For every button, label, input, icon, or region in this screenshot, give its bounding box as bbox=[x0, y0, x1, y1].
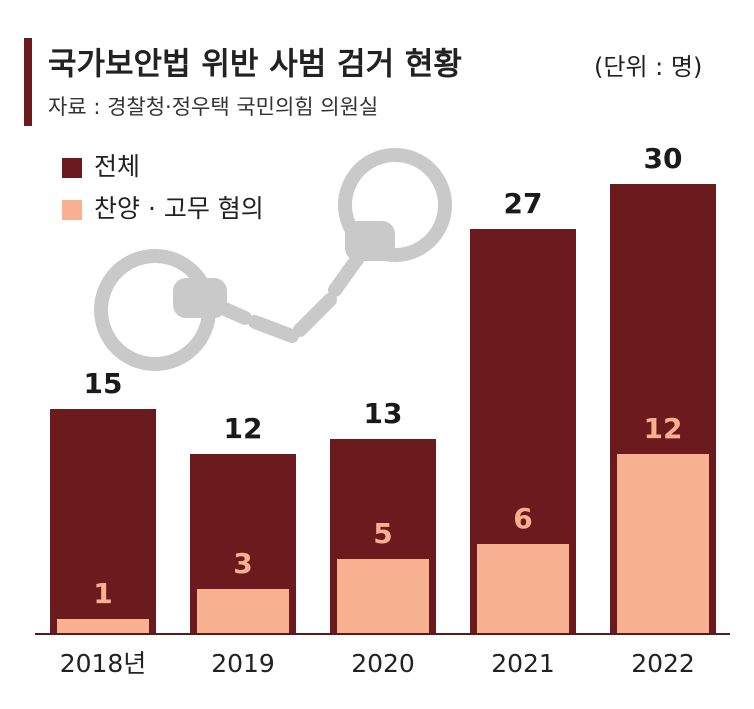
value-label: 1 bbox=[93, 577, 112, 610]
value-label: 13 bbox=[364, 397, 403, 430]
cuff-right bbox=[338, 148, 452, 262]
x-tick-label: 2021 bbox=[491, 649, 555, 678]
value-label: 5 bbox=[373, 517, 392, 550]
legend-label: 찬양 · 고무 혐의 bbox=[94, 194, 264, 223]
value-label: 12 bbox=[224, 412, 263, 445]
legend-label: 전체 bbox=[94, 152, 140, 181]
legend-swatch bbox=[62, 200, 82, 220]
total-bar bbox=[50, 409, 156, 634]
source-note: 자료 : 경찰청·정우택 국민의힘 의원실 bbox=[48, 95, 378, 119]
value-label: 3 bbox=[233, 547, 252, 580]
value-label: 27 bbox=[504, 187, 543, 220]
x-tick-label: 2020 bbox=[351, 649, 415, 678]
subset-bar bbox=[477, 544, 569, 634]
subset-bar bbox=[197, 589, 289, 634]
legend-swatch bbox=[62, 158, 82, 178]
chart-title: 국가보안법 위반 사범 검거 현황 bbox=[48, 47, 462, 83]
lock-left bbox=[173, 278, 227, 318]
subset-bar bbox=[337, 559, 429, 634]
subset-bar bbox=[617, 454, 709, 634]
x-tick-label: 2018년 bbox=[60, 649, 147, 678]
x-tick-label: 2022 bbox=[631, 649, 695, 678]
subset-bar bbox=[57, 619, 149, 634]
lock-right bbox=[345, 221, 395, 261]
value-label: 6 bbox=[513, 502, 532, 535]
handcuffs bbox=[94, 148, 452, 371]
title-accent bbox=[24, 38, 32, 126]
value-label: 15 bbox=[84, 367, 123, 400]
unit-note: (단위 : 명) bbox=[594, 53, 702, 81]
value-label: 30 bbox=[644, 142, 683, 175]
x-tick-label: 2019 bbox=[211, 649, 275, 678]
value-label: 12 bbox=[644, 412, 683, 445]
